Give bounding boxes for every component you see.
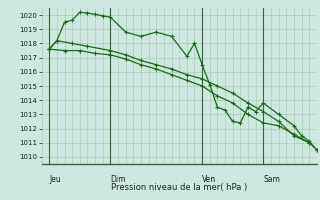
Text: Jeu: Jeu bbox=[49, 175, 61, 184]
Text: Ven: Ven bbox=[202, 175, 216, 184]
Text: Pression niveau de la mer( hPa ): Pression niveau de la mer( hPa ) bbox=[111, 183, 247, 192]
Text: Sam: Sam bbox=[263, 175, 280, 184]
Text: Dim: Dim bbox=[110, 175, 126, 184]
